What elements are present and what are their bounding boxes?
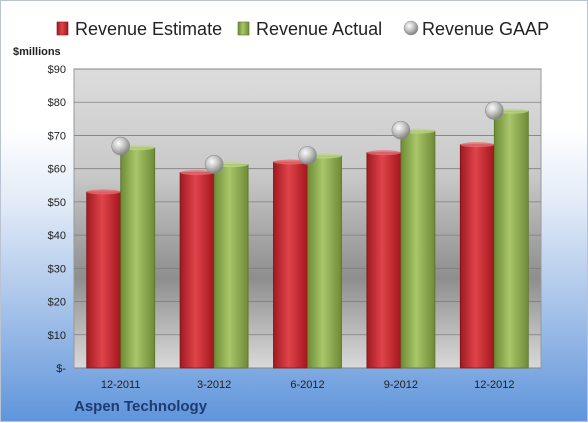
bar-revenue-estimate [459, 144, 495, 369]
x-tick-label: 9-2012 [384, 379, 418, 391]
bar-revenue-estimate [366, 152, 402, 369]
marker-revenue-gaap [298, 146, 317, 165]
bars [86, 108, 529, 369]
bar-revenue-actual [307, 155, 342, 369]
y-tick-label: $60 [48, 164, 66, 176]
y-tick-label: $20 [48, 297, 66, 309]
x-tick-label: 3-2012 [197, 379, 231, 391]
company-name: Aspen Technology [74, 398, 208, 415]
marker-revenue-gaap [484, 101, 504, 120]
bar-revenue-actual [400, 130, 436, 369]
x-tick-label: 12-2011 [101, 379, 141, 391]
bar-revenue-estimate [273, 161, 308, 369]
y-tick-label: $80 [48, 97, 66, 109]
legend-swatch [403, 20, 419, 36]
bar-top-highlight [273, 159, 308, 165]
bar-top-highlight [86, 189, 121, 195]
marker-revenue-gaap [204, 155, 224, 174]
bar-revenue-estimate [86, 191, 122, 369]
legend-swatch [56, 21, 69, 36]
x-tick-label: 12-2012 [474, 379, 514, 391]
y-axis-ticks: $- $10 $20 $30 $40 $50 $60 $70 $80 $90 [48, 64, 67, 375]
bar-top-highlight [180, 170, 215, 176]
bar-revenue-estimate [179, 172, 215, 369]
marker-revenue-gaap [391, 120, 411, 140]
y-tick-label: $50 [48, 197, 66, 209]
legend-label: Revenue GAAP [422, 19, 549, 39]
gaap-markers [111, 101, 504, 174]
bar-revenue-actual [213, 164, 249, 369]
legend-label: Revenue Actual [256, 19, 382, 39]
y-unit-label: $millions [13, 46, 61, 58]
marker-revenue-gaap [111, 136, 130, 156]
y-tick-label: $90 [48, 64, 66, 76]
y-tick-label: $70 [48, 130, 66, 142]
y-tick-label: $10 [48, 330, 66, 342]
y-tick-label: $40 [48, 230, 66, 242]
legend-swatch [237, 21, 250, 36]
bar-top-highlight [460, 142, 495, 148]
y-tick-label: $30 [48, 263, 66, 275]
bar-revenue-actual [120, 147, 156, 369]
bar-revenue-actual [493, 110, 529, 369]
x-tick-label: 6-2012 [290, 379, 324, 391]
legend-label: Revenue Estimate [75, 19, 222, 39]
bar-top-highlight [366, 150, 401, 156]
y-tick-label: $- [56, 363, 66, 375]
legend: Revenue Estimate Revenue Actual Revenue GA… [56, 19, 549, 39]
x-axis-ticks: 12-2011 3-2012 6-2012 9-2012 12-2012 [101, 379, 515, 391]
